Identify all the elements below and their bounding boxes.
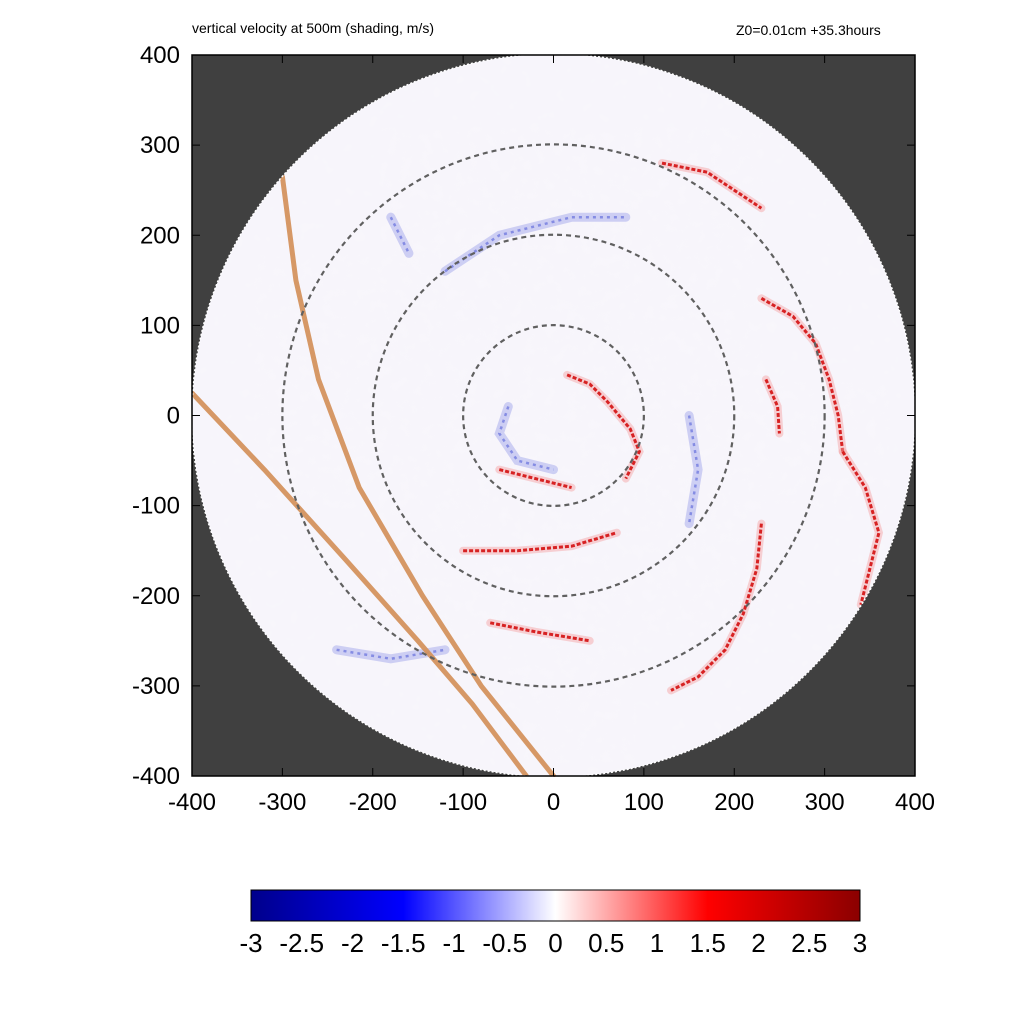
colorbar-tick-label: -0.5 — [482, 928, 527, 958]
y-tick-label: 200 — [140, 222, 180, 249]
x-tick-label: 100 — [624, 789, 664, 816]
x-tick-label: 200 — [714, 789, 754, 816]
chart-subtitle: Z0=0.01cm +35.3hours — [736, 22, 881, 38]
y-tick-label: 400 — [140, 42, 180, 69]
x-tick-label: -300 — [258, 789, 306, 816]
colorbar-tick-label: -1 — [442, 928, 465, 958]
updraft-band-core — [841, 450, 881, 606]
colorbar-tick-label: 0.5 — [588, 928, 624, 958]
colorbar-tick-label: 2.5 — [791, 928, 827, 958]
x-tick-label: 400 — [895, 789, 935, 816]
updraft-band-core — [463, 531, 618, 553]
y-tick-label: -400 — [132, 763, 180, 790]
updraft-band-core — [764, 378, 781, 434]
colorbar — [250, 889, 861, 922]
track-line-2 — [192, 390, 529, 777]
updraft-band-core — [670, 523, 763, 692]
reference-circle-100 — [462, 324, 645, 507]
x-tick-label: -100 — [439, 789, 487, 816]
reference-circle-200 — [371, 233, 736, 598]
x-tick-label: -400 — [168, 789, 216, 816]
updraft-band-core — [566, 373, 642, 480]
y-tick-label: -200 — [132, 583, 180, 610]
updraft-band-core — [661, 161, 763, 210]
colorbar-tick-label: 3 — [853, 928, 867, 958]
chart-title: vertical velocity at 500m (shading, m/s) — [192, 20, 434, 36]
y-tick-label: 0 — [167, 403, 180, 430]
colorbar-tick-label: -3 — [239, 928, 262, 958]
updraft-band-core — [498, 468, 572, 490]
downdraft-band-core — [687, 415, 700, 524]
colorbar-tick-label: 2 — [751, 928, 765, 958]
downdraft-band — [386, 212, 414, 258]
colorbar-tick-label: -1.5 — [381, 928, 426, 958]
colorbar-tick-label: 0 — [548, 928, 562, 958]
x-tick-label: 0 — [547, 789, 560, 816]
x-tick-label: -200 — [349, 789, 397, 816]
y-tick-label: 300 — [140, 132, 180, 159]
y-tick-label: 100 — [140, 312, 180, 339]
y-tick-label: -100 — [132, 493, 180, 520]
colorbar-tick-label: 1 — [650, 928, 664, 958]
reference-circle-300 — [281, 143, 826, 688]
velocity-field — [192, 54, 915, 777]
updraft-band-core — [760, 296, 845, 452]
colorbar-tick-label: 1.5 — [690, 928, 726, 958]
colorbar-tick-label: -2 — [341, 928, 364, 958]
track-line-1 — [279, 174, 556, 777]
updraft-band-core — [489, 621, 590, 643]
x-tick-label: 300 — [805, 789, 845, 816]
y-tick-label: -300 — [132, 673, 180, 700]
downdraft-band-core — [497, 406, 554, 471]
field-texture — [192, 55, 915, 776]
colorbar-tick-label: -2.5 — [279, 928, 324, 958]
